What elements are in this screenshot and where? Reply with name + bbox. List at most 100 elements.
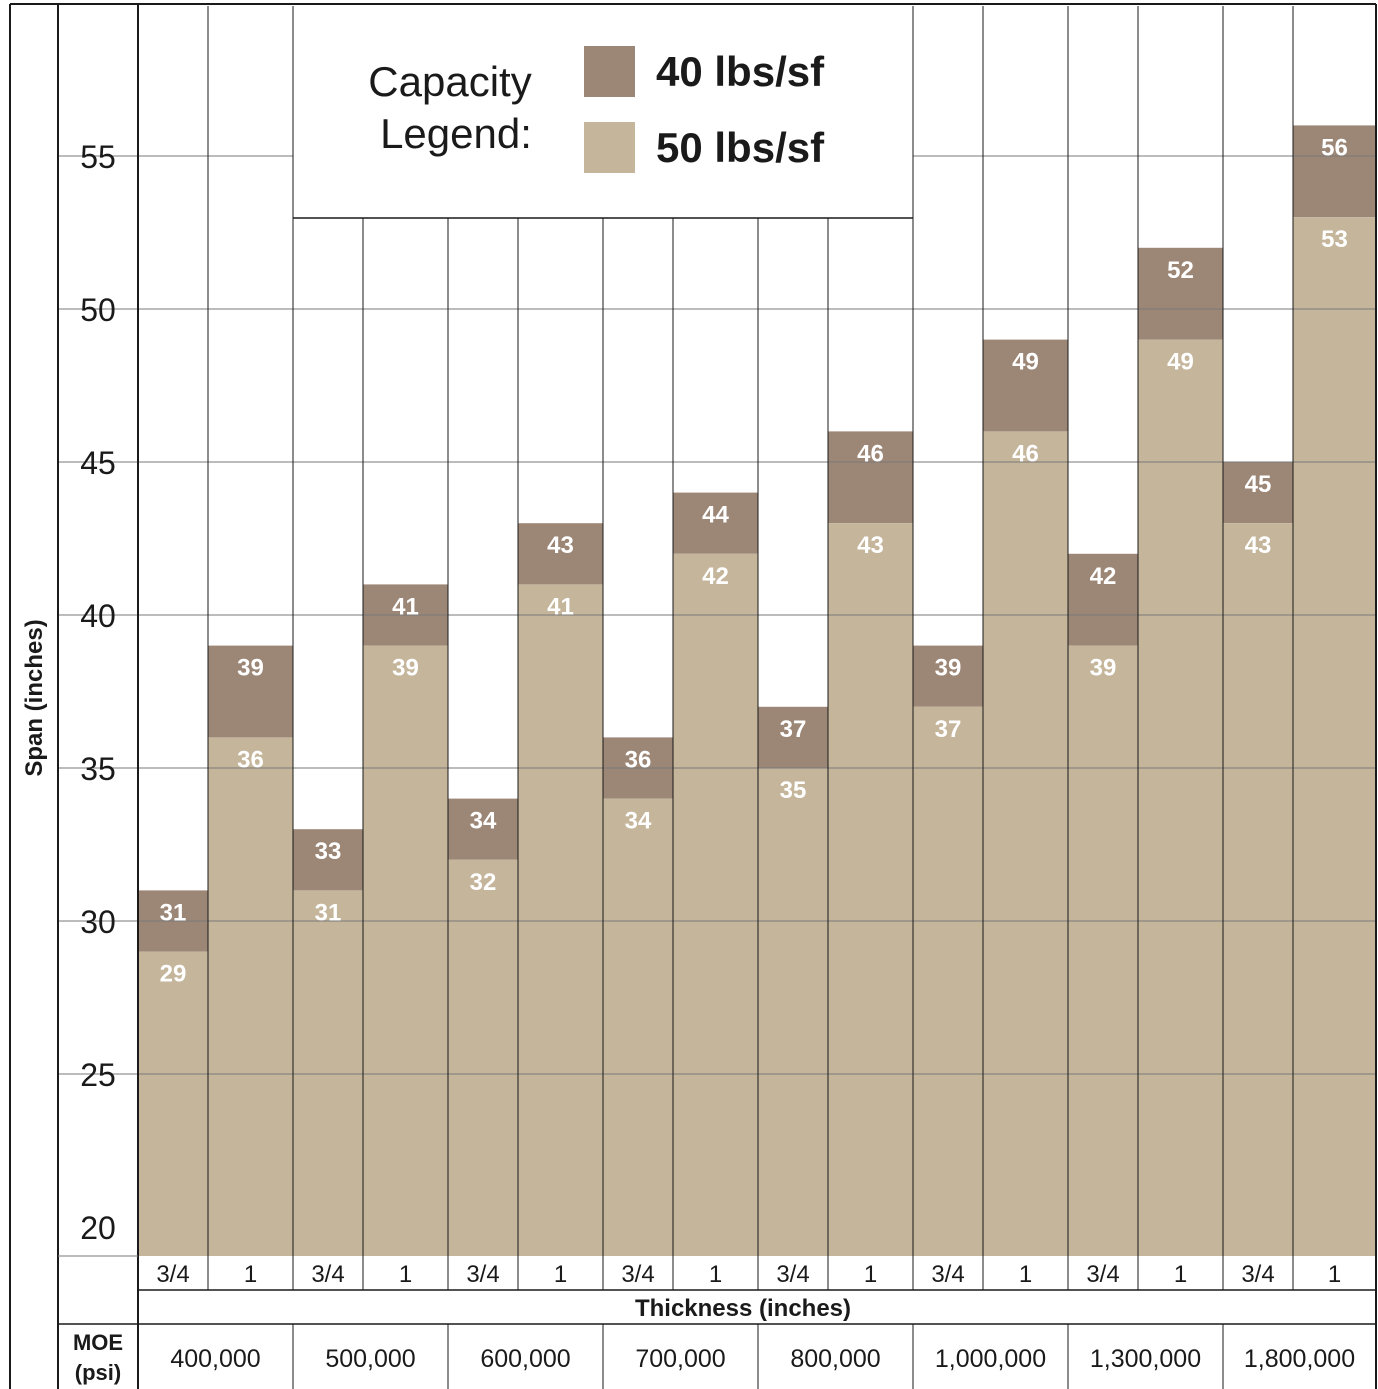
bar-40-lbs-sf	[1138, 247, 1223, 340]
moe-label-line2: (psi)	[75, 1360, 121, 1385]
data-label-50-lbs-sf: 35	[780, 777, 807, 804]
moe-label-line1: MOE	[73, 1330, 123, 1355]
thickness-label: 3/4	[1086, 1261, 1119, 1288]
bar-50-lbs-sf	[293, 890, 363, 1256]
bar-40-lbs-sf	[673, 492, 758, 554]
legend-swatch	[584, 122, 635, 173]
bar-40-lbs-sf	[828, 431, 913, 524]
data-label-50-lbs-sf: 41	[547, 593, 574, 620]
moe-value-label: 700,000	[635, 1345, 725, 1373]
data-label-50-lbs-sf: 34	[625, 808, 652, 835]
moe-value-label: 500,000	[325, 1345, 415, 1373]
thickness-label: 1	[709, 1261, 722, 1288]
data-label-40-lbs-sf: 42	[1090, 563, 1117, 590]
bar-50-lbs-sf	[1223, 523, 1293, 1256]
thickness-label: 1	[1019, 1261, 1032, 1288]
bar-50-lbs-sf	[1138, 339, 1223, 1257]
bar-40-lbs-sf	[1293, 125, 1376, 218]
legend-title-line1: Capacity	[368, 58, 531, 105]
bar-40-lbs-sf	[518, 523, 603, 585]
data-label-50-lbs-sf: 42	[702, 563, 729, 590]
data-label-40-lbs-sf: 37	[780, 716, 807, 743]
y-tick-label: 20	[80, 1210, 116, 1246]
bar-50-lbs-sf	[448, 859, 518, 1256]
bar-40-lbs-sf	[448, 798, 518, 860]
y-tick-label: 30	[80, 904, 116, 940]
bar-40-lbs-sf	[758, 706, 828, 768]
data-label-50-lbs-sf: 36	[237, 746, 264, 773]
moe-value-label: 400,000	[170, 1345, 260, 1373]
thickness-label: 1	[399, 1261, 412, 1288]
moe-value-label: 1,800,000	[1244, 1345, 1355, 1373]
y-tick-label: 45	[80, 445, 116, 481]
data-label-50-lbs-sf: 53	[1321, 226, 1348, 253]
data-label-50-lbs-sf: 46	[1012, 440, 1039, 467]
bar-50-lbs-sf	[758, 768, 828, 1256]
moe-value-label: 1,000,000	[935, 1345, 1046, 1373]
moe-value-label: 600,000	[480, 1345, 570, 1373]
thickness-label: 1	[244, 1261, 257, 1288]
data-label-40-lbs-sf: 34	[470, 808, 497, 835]
bar-50-lbs-sf	[138, 951, 208, 1256]
thickness-label: 1	[864, 1261, 877, 1288]
thickness-label: 3/4	[776, 1261, 809, 1288]
data-label-40-lbs-sf: 56	[1321, 134, 1348, 161]
bar-50-lbs-sf	[828, 523, 913, 1256]
legend-title-line2: Legend:	[380, 110, 532, 157]
bar-50-lbs-sf	[983, 431, 1068, 1256]
data-label-40-lbs-sf: 43	[547, 532, 574, 559]
data-label-40-lbs-sf: 33	[315, 838, 342, 865]
legend-entry-label: 40 lbs/sf	[656, 48, 825, 95]
bar-40-lbs-sf	[208, 645, 293, 738]
data-label-40-lbs-sf: 46	[857, 440, 884, 467]
y-tick-label: 35	[80, 751, 116, 787]
moe-value-label: 1,300,000	[1090, 1345, 1201, 1373]
thickness-label: 3/4	[931, 1261, 964, 1288]
bar-50-lbs-sf	[363, 645, 448, 1256]
thickness-label: 1	[554, 1261, 567, 1288]
bar-50-lbs-sf	[673, 553, 758, 1256]
data-label-40-lbs-sf: 45	[1245, 471, 1272, 498]
data-label-50-lbs-sf: 39	[1090, 655, 1117, 682]
moe-value-label: 800,000	[790, 1345, 880, 1373]
y-tick-label: 25	[80, 1057, 116, 1093]
x-axis-label: Thickness (inches)	[635, 1295, 851, 1322]
y-tick-label: 40	[80, 598, 116, 634]
data-label-40-lbs-sf: 39	[237, 655, 264, 682]
thickness-label: 1	[1328, 1261, 1341, 1288]
bar-50-lbs-sf	[1293, 217, 1376, 1257]
bar-40-lbs-sf	[293, 829, 363, 891]
data-label-40-lbs-sf: 39	[935, 655, 962, 682]
data-label-50-lbs-sf: 43	[857, 532, 884, 559]
data-label-40-lbs-sf: 52	[1167, 257, 1194, 284]
data-label-50-lbs-sf: 29	[160, 961, 187, 988]
data-label-40-lbs-sf: 41	[392, 593, 419, 620]
bar-40-lbs-sf	[1223, 462, 1293, 524]
thickness-label: 1	[1174, 1261, 1187, 1288]
data-label-50-lbs-sf: 31	[315, 899, 342, 926]
data-label-40-lbs-sf: 31	[160, 899, 187, 926]
bar-50-lbs-sf	[603, 798, 673, 1256]
legend-swatch	[584, 46, 635, 97]
bar-40-lbs-sf	[983, 339, 1068, 432]
thickness-label: 3/4	[156, 1261, 189, 1288]
data-label-40-lbs-sf: 49	[1012, 349, 1039, 376]
thickness-label: 3/4	[466, 1261, 499, 1288]
bar-40-lbs-sf	[913, 645, 983, 707]
legend-box	[293, 6, 913, 218]
bar-50-lbs-sf	[208, 737, 293, 1256]
y-tick-label: 50	[80, 292, 116, 328]
y-axis-label: Span (inches)	[21, 619, 48, 776]
data-label-50-lbs-sf: 37	[935, 716, 962, 743]
thickness-label: 3/4	[621, 1261, 654, 1288]
data-label-50-lbs-sf: 49	[1167, 349, 1194, 376]
bar-50-lbs-sf	[913, 706, 983, 1256]
data-label-50-lbs-sf: 43	[1245, 532, 1272, 559]
data-label-40-lbs-sf: 36	[625, 746, 652, 773]
bar-50-lbs-sf	[1068, 645, 1138, 1256]
thickness-label: 3/4	[1241, 1261, 1274, 1288]
legend-entry-label: 50 lbs/sf	[656, 124, 825, 171]
data-label-50-lbs-sf: 32	[470, 869, 497, 896]
